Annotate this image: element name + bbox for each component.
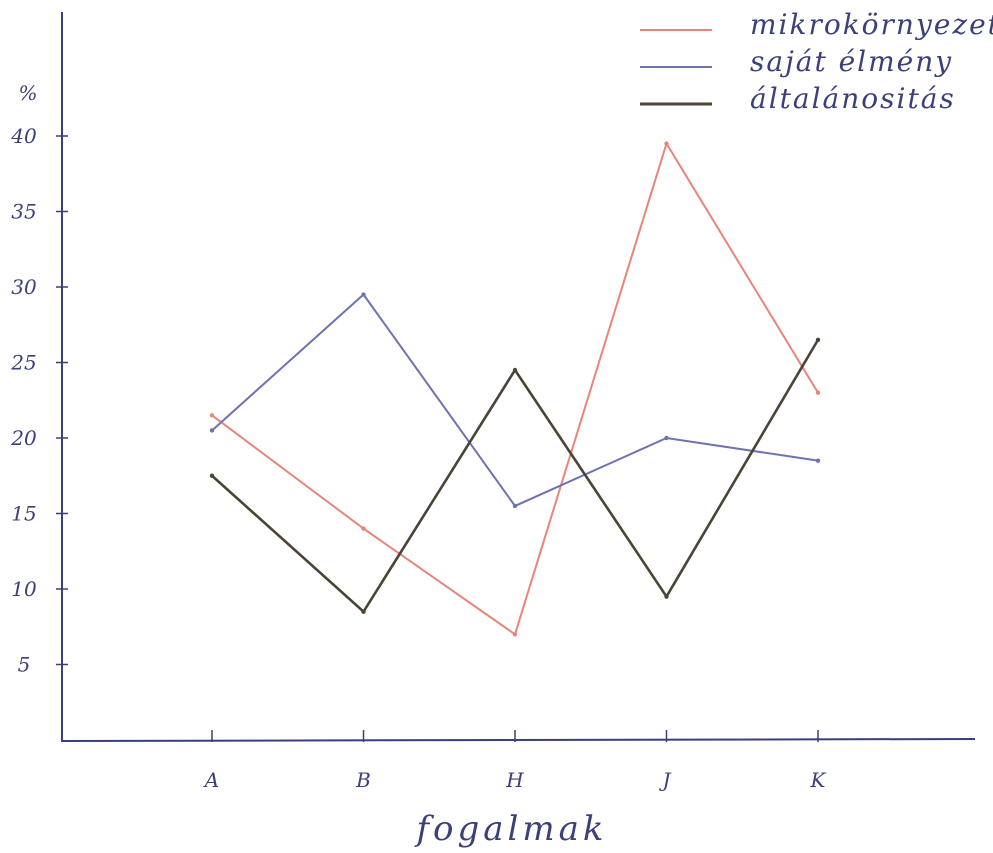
y-tick-label: 35 [11,200,36,224]
series-2-point [664,435,669,441]
legend-label-2: saját élmény [750,45,953,78]
y-tick-label: 20 [10,426,37,450]
y-ticks: 5 10 15 20 25 30 35 40 [10,124,68,677]
series-2-point [512,503,518,509]
series-2-point [361,292,366,297]
x-tick-label: B [355,768,371,792]
x-axis-title: fogalmak [413,809,607,849]
series-3-point [361,609,366,614]
y-tick-label: 5 [18,653,31,677]
series-line-2 [211,293,819,508]
x-tick-label: K [810,768,827,792]
x-tick-label: A [203,768,219,792]
y-axis-label: % [18,81,37,105]
series-1-point [512,632,518,637]
y-tick-label: 15 [11,502,36,526]
series-1-point [361,526,366,531]
legend: mikrokörnyezet saját élmény általánositás [640,8,993,115]
series-1-point [815,390,821,395]
y-tick-label: 30 [11,275,37,299]
series-3-point [815,337,821,343]
series-lines [209,141,821,637]
series-3-point [512,367,518,373]
series-3-point [664,594,669,599]
x-tick-label: H [505,768,524,792]
y-tick-label: 40 [10,124,37,148]
series-1-point [209,413,215,418]
series-1-point [664,141,669,146]
series-2-point [209,428,215,433]
x-tick-label: J [658,768,671,792]
legend-label-3: általánositás [750,82,956,115]
series-line-1 [211,141,819,636]
series-3-point [209,473,215,478]
x-axis [61,738,976,742]
y-tick-label: 10 [11,577,37,601]
legend-label-1: mikrokörnyezet [750,8,993,41]
series-2-point [815,458,821,463]
series-line-3 [211,339,820,614]
y-tick-label: 25 [10,351,36,375]
